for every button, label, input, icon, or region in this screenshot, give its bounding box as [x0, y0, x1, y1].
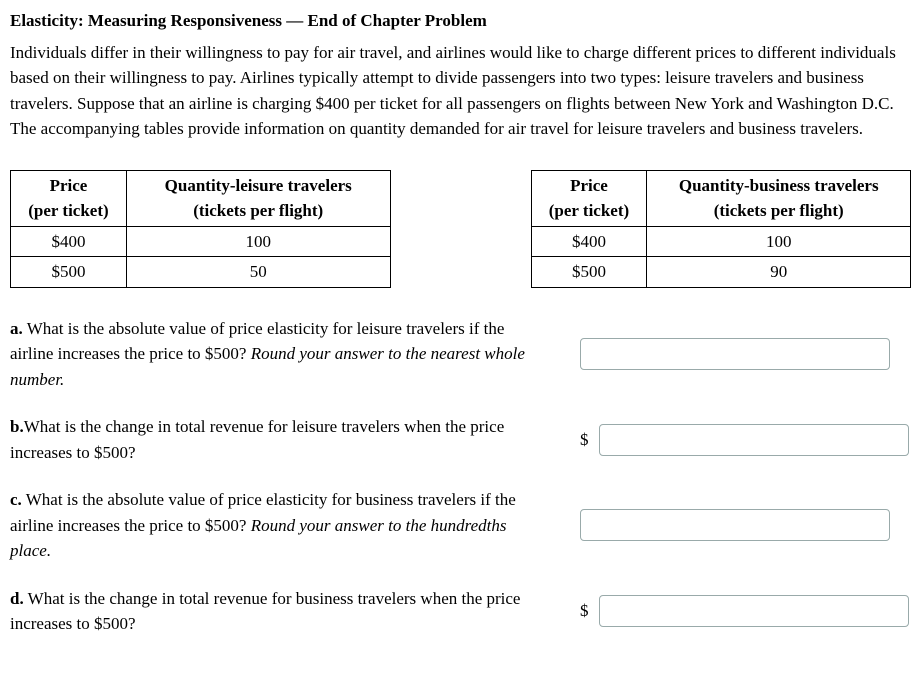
header-sub: (per ticket)	[28, 201, 108, 220]
cell-qty: 90	[647, 257, 911, 288]
question-label: d.	[10, 589, 24, 608]
leisure-header-qty: Quantity-leisure travelers (tickets per …	[126, 170, 390, 226]
answer-wrap: $	[580, 424, 909, 456]
cell-qty: 100	[647, 226, 911, 257]
table-row: $500 90	[531, 257, 911, 288]
answer-wrap	[580, 338, 890, 370]
question-d: d. What is the change in total revenue f…	[10, 586, 911, 637]
header-text: Quantity-business travelers	[679, 176, 879, 195]
cell-qty: 50	[126, 257, 390, 288]
question-b: b.What is the change in total revenue fo…	[10, 414, 911, 465]
question-label: b.	[10, 417, 24, 436]
cell-price: $500	[11, 257, 127, 288]
question-text: d. What is the change in total revenue f…	[10, 586, 550, 637]
dollar-prefix: $	[580, 598, 589, 624]
business-table: Price (per ticket) Quantity-business tra…	[531, 170, 912, 288]
table-row: $500 50	[11, 257, 391, 288]
answer-input-b[interactable]	[599, 424, 909, 456]
header-sub: (tickets per flight)	[714, 201, 844, 220]
business-header-qty: Quantity-business travelers (tickets per…	[647, 170, 911, 226]
question-label: c.	[10, 490, 22, 509]
question-c: c. What is the absolute value of price e…	[10, 487, 911, 564]
tables-container: Price (per ticket) Quantity-leisure trav…	[10, 170, 911, 288]
cell-price: $500	[531, 257, 647, 288]
question-a: a. What is the absolute value of price e…	[10, 316, 911, 393]
header-sub: (tickets per flight)	[193, 201, 323, 220]
header-text: Price	[570, 176, 608, 195]
business-header-price: Price (per ticket)	[531, 170, 647, 226]
page-title: Elasticity: Measuring Responsiveness — E…	[10, 8, 911, 34]
leisure-header-price: Price (per ticket)	[11, 170, 127, 226]
question-text: a. What is the absolute value of price e…	[10, 316, 550, 393]
question-body: What is the change in total revenue for …	[10, 589, 520, 634]
answer-wrap: $	[580, 595, 909, 627]
answer-input-a[interactable]	[580, 338, 890, 370]
question-text: b.What is the change in total revenue fo…	[10, 414, 550, 465]
dollar-prefix: $	[580, 427, 589, 453]
cell-price: $400	[11, 226, 127, 257]
cell-qty: 100	[126, 226, 390, 257]
answer-wrap	[580, 509, 890, 541]
answer-input-c[interactable]	[580, 509, 890, 541]
intro-paragraph: Individuals differ in their willingness …	[10, 40, 911, 142]
question-body: What is the change in total revenue for …	[10, 417, 504, 462]
question-text: c. What is the absolute value of price e…	[10, 487, 550, 564]
header-text: Price	[50, 176, 88, 195]
table-row: $400 100	[11, 226, 391, 257]
header-text: Quantity-leisure travelers	[165, 176, 352, 195]
leisure-table: Price (per ticket) Quantity-leisure trav…	[10, 170, 391, 288]
cell-price: $400	[531, 226, 647, 257]
question-label: a.	[10, 319, 23, 338]
header-sub: (per ticket)	[549, 201, 629, 220]
table-row: $400 100	[531, 226, 911, 257]
answer-input-d[interactable]	[599, 595, 909, 627]
